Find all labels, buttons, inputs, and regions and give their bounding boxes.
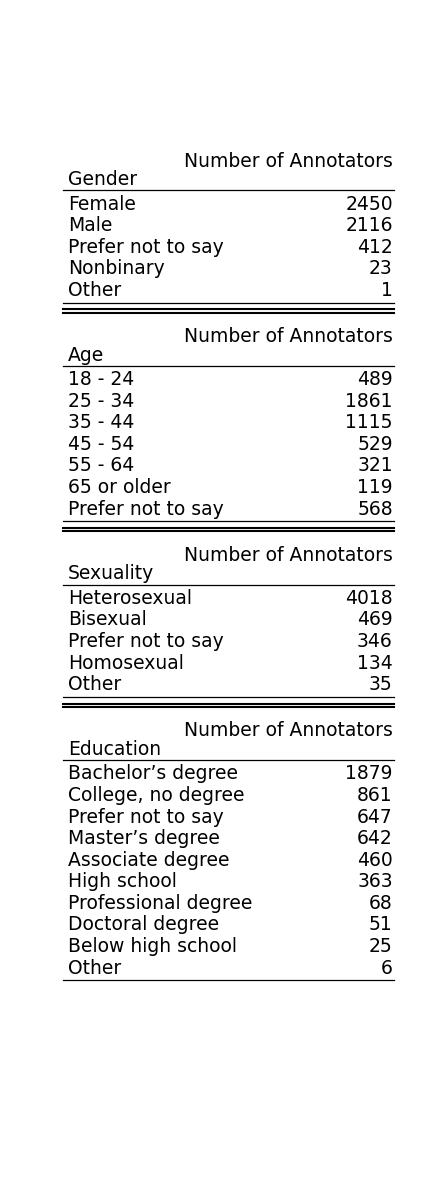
Text: Education: Education: [68, 740, 161, 759]
Text: 529: 529: [357, 435, 393, 454]
Text: Homosexual: Homosexual: [68, 653, 184, 672]
Text: Number of Annotators: Number of Annotators: [184, 721, 393, 740]
Text: 25 - 34: 25 - 34: [68, 392, 134, 411]
Text: Below high school: Below high school: [68, 937, 237, 956]
Text: 460: 460: [357, 851, 393, 870]
Text: 642: 642: [357, 829, 393, 848]
Text: 412: 412: [357, 238, 393, 257]
Text: 469: 469: [357, 611, 393, 630]
Text: Prefer not to say: Prefer not to say: [68, 632, 223, 651]
Text: College, no degree: College, no degree: [68, 786, 244, 805]
Text: 4018: 4018: [345, 589, 393, 608]
Text: 568: 568: [357, 500, 393, 519]
Text: 2450: 2450: [345, 195, 393, 214]
Text: Nonbinary: Nonbinary: [68, 259, 165, 278]
Text: Number of Annotators: Number of Annotators: [184, 327, 393, 346]
Text: 18 - 24: 18 - 24: [68, 371, 134, 390]
Text: Prefer not to say: Prefer not to say: [68, 808, 223, 827]
Text: 363: 363: [357, 872, 393, 891]
Text: Associate degree: Associate degree: [68, 851, 229, 870]
Text: 35 - 44: 35 - 44: [68, 413, 134, 432]
Text: 35: 35: [369, 675, 393, 694]
Text: Heterosexual: Heterosexual: [68, 589, 192, 608]
Text: 68: 68: [369, 893, 393, 912]
Text: Doctoral degree: Doctoral degree: [68, 916, 219, 935]
Text: Other: Other: [68, 959, 121, 978]
Text: 45 - 54: 45 - 54: [68, 435, 134, 454]
Text: 25: 25: [369, 937, 393, 956]
Text: Professional degree: Professional degree: [68, 893, 252, 912]
Text: Bisexual: Bisexual: [68, 611, 147, 630]
Text: 861: 861: [357, 786, 393, 805]
Text: Number of Annotators: Number of Annotators: [184, 152, 393, 171]
Text: 55 - 64: 55 - 64: [68, 456, 134, 475]
Text: Number of Annotators: Number of Annotators: [184, 546, 393, 565]
Text: Female: Female: [68, 195, 136, 214]
Text: 134: 134: [357, 653, 393, 672]
Text: Master’s degree: Master’s degree: [68, 829, 220, 848]
Text: 321: 321: [357, 456, 393, 475]
Text: High school: High school: [68, 872, 177, 891]
Text: Age: Age: [68, 346, 104, 365]
Text: 647: 647: [357, 808, 393, 827]
Text: 346: 346: [357, 632, 393, 651]
Text: 119: 119: [357, 478, 393, 497]
Text: Gender: Gender: [68, 170, 137, 189]
Text: 489: 489: [357, 371, 393, 390]
Text: Prefer not to say: Prefer not to say: [68, 238, 223, 257]
Text: 23: 23: [369, 259, 393, 278]
Text: Bachelor’s degree: Bachelor’s degree: [68, 764, 238, 783]
Text: 2116: 2116: [345, 216, 393, 235]
Text: 1115: 1115: [345, 413, 393, 432]
Text: Sexuality: Sexuality: [68, 564, 154, 583]
Text: 1861: 1861: [345, 392, 393, 411]
Text: 6: 6: [381, 959, 393, 978]
Text: Other: Other: [68, 675, 121, 694]
Text: Other: Other: [68, 280, 121, 299]
Text: 1: 1: [381, 280, 393, 299]
Text: Male: Male: [68, 216, 112, 235]
Text: 65 or older: 65 or older: [68, 478, 171, 497]
Text: 1879: 1879: [345, 764, 393, 783]
Text: 51: 51: [369, 916, 393, 935]
Text: Prefer not to say: Prefer not to say: [68, 500, 223, 519]
